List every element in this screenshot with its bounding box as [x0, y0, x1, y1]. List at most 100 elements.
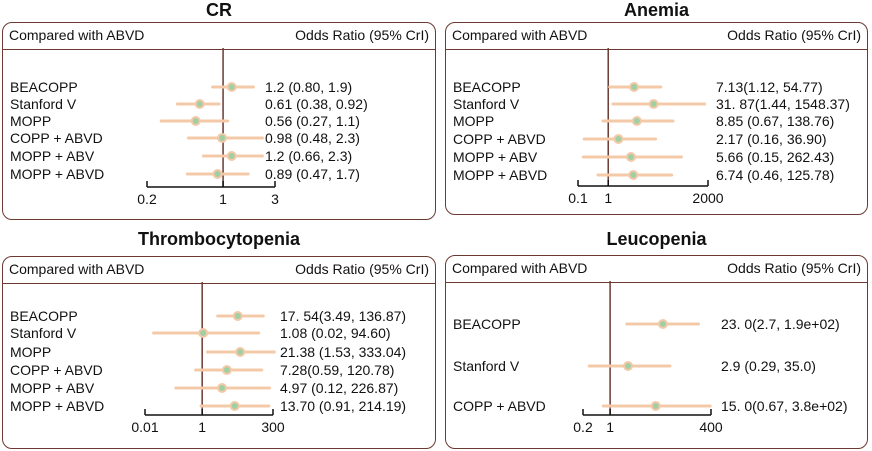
row-estimate-mopp-abvd: 0.89 (0.47, 1.7) — [265, 166, 360, 182]
row-estimate-beacopp: 7.13(1.12, 54.77) — [716, 79, 823, 95]
point-estimate-stanford-v — [650, 101, 657, 107]
row-estimate-mopp-abvd: 6.74 (0.46, 125.78) — [716, 167, 835, 183]
point-estimate-copp-abvd — [219, 135, 226, 141]
x-tick-label: 1 — [606, 419, 614, 435]
x-tick-label: 1 — [198, 419, 207, 435]
plot-area — [582, 281, 712, 416]
row-estimate-mopp-abv: 5.66 (0.15, 262.43) — [716, 149, 835, 165]
table-header: Compared with ABVD Odds Ratio (95% CrI) — [446, 23, 867, 50]
panel-cr: CR Compared with ABVD Odds Ratio (95% CrI)… — [2, 0, 436, 220]
chart-title: Anemia — [623, 0, 690, 20]
row-label-beacopp: BEACOPP — [10, 308, 78, 324]
row-label-copp-abvd: COPP + ABVD — [453, 398, 546, 414]
table-header: Compared with ABVD Odds Ratio (95% CrI) — [3, 23, 435, 50]
header-odds-ratio: Odds Ratio (95% CrI) — [295, 261, 429, 277]
row-label-copp-abvd: COPP + ABVD — [10, 362, 103, 378]
row-estimate-beacopp: 17. 54(3.49, 136.87) — [280, 308, 407, 324]
header-odds-ratio: Odds Ratio (95% CrI) — [727, 27, 861, 43]
point-estimate-beacopp — [631, 84, 638, 90]
row-estimate-mopp: 0.56 (0.27, 1.1) — [265, 113, 360, 129]
row-label-mopp: MOPP — [453, 113, 495, 129]
row-label-stanford-v: Stanford V — [10, 325, 77, 341]
point-estimate-mopp-abv — [228, 153, 235, 159]
point-estimate-mopp-abvd — [214, 171, 221, 177]
row-estimate-mopp-abvd: 13.70 (0.91, 214.19) — [280, 398, 407, 414]
row-label-copp-abvd: COPP + ABVD — [10, 130, 103, 146]
point-estimate-stanford-v — [625, 363, 632, 369]
row-estimate-copp-abvd: 2.17 (0.16, 36.90) — [716, 131, 827, 147]
row-label-beacopp: BEACOPP — [10, 79, 78, 95]
row-estimate-mopp-abv: 1.2 (0.66, 2.3) — [265, 148, 353, 164]
x-tick-label: 400 — [699, 419, 723, 435]
chart-title: Leucopenia — [606, 229, 707, 249]
row-estimate-copp-abvd: 0.98 (0.48, 2.3) — [265, 130, 360, 146]
header-odds-ratio: Odds Ratio (95% CrI) — [727, 260, 861, 276]
point-estimate-mopp — [237, 349, 244, 355]
x-tick-label: 2000 — [692, 190, 724, 206]
x-tick-label: 1 — [604, 190, 613, 206]
row-estimate-mopp: 8.85 (0.67, 138.76) — [716, 113, 835, 129]
x-tick-label: 3 — [271, 191, 279, 207]
row-label-mopp-abv: MOPP + ABV — [10, 148, 95, 164]
x-tick-label: 1 — [219, 191, 227, 207]
row-label-beacopp: BEACOPP — [453, 316, 521, 332]
plot-area — [144, 282, 276, 416]
x-tick-label: 0.01 — [131, 419, 159, 435]
point-estimate-stanford-v — [200, 330, 207, 336]
row-label-stanford-v: Stanford V — [453, 96, 520, 112]
row-estimate-stanford-v: 2.9 (0.29, 35.0) — [721, 358, 816, 374]
point-estimate-copp-abvd — [615, 136, 622, 142]
row-estimate-mopp-abv: 4.97 (0.12, 226.87) — [280, 380, 399, 396]
row-label-stanford-v: Stanford V — [10, 96, 77, 112]
row-label-mopp-abv: MOPP + ABV — [10, 380, 95, 396]
point-estimate-beacopp — [228, 84, 235, 90]
row-label-mopp-abvd: MOPP + ABVD — [10, 166, 105, 182]
table-header: Compared with ABVD Odds Ratio (95% CrI) — [3, 257, 435, 284]
row-estimate-beacopp: 1.2 (0.80, 1.9) — [265, 79, 353, 95]
header-comparator: Compared with ABVD — [9, 261, 145, 277]
header-comparator: Compared with ABVD — [9, 27, 145, 43]
row-label-copp-abvd: COPP + ABVD — [453, 131, 546, 147]
point-estimate-mopp — [633, 118, 640, 124]
row-estimate-stanford-v: 1.08 (0.02, 94.60) — [280, 325, 391, 341]
row-label-mopp-abvd: MOPP + ABVD — [10, 398, 105, 414]
point-estimate-stanford-v — [196, 101, 203, 107]
panel-anemia: Anemia Compared with ABVD Odds Ratio (95% … — [445, 0, 868, 215]
point-estimate-mopp-abvd — [231, 403, 238, 409]
header-comparator: Compared with ABVD — [452, 27, 588, 43]
row-label-mopp: MOPP — [10, 113, 52, 129]
point-estimate-mopp — [192, 118, 199, 124]
row-estimate-copp-abvd: 15. 0(0.67, 3.8e+02) — [721, 398, 848, 414]
plot-area — [146, 48, 276, 188]
row-label-beacopp: BEACOPP — [453, 79, 521, 95]
point-estimate-copp-abvd — [223, 367, 230, 373]
row-label-mopp-abvd: MOPP + ABVD — [453, 167, 548, 183]
row-estimate-mopp: 21.38 (1.53, 333.04) — [280, 344, 407, 360]
table-header: Compared with ABVD Odds Ratio (95% CrI) — [446, 256, 867, 283]
header-odds-ratio: Odds Ratio (95% CrI) — [295, 27, 429, 43]
x-tick-label: 0.2 — [573, 419, 593, 435]
point-estimate-beacopp — [659, 321, 666, 327]
point-estimate-mopp-abv — [627, 154, 634, 160]
row-estimate-stanford-v: 0.61 (0.38, 0.92) — [265, 96, 368, 112]
panel-leucopenia: Leucopenia Compared with ABVD Odds Ratio (… — [445, 226, 868, 449]
chart-frame: Compared with ABVD Odds Ratio (95% CrI) — [445, 22, 868, 215]
row-label-stanford-v: Stanford V — [453, 358, 520, 374]
plot-area — [577, 48, 709, 187]
chart-title: Thrombocytopenia — [137, 229, 300, 249]
x-tick-label: 0.1 — [568, 190, 588, 206]
point-estimate-mopp-abvd — [630, 172, 637, 178]
point-estimate-mopp-abv — [219, 385, 226, 391]
point-estimate-beacopp — [234, 313, 241, 319]
x-tick-label: 300 — [261, 419, 285, 435]
chart-frame: Compared with ABVD Odds Ratio (95% CrI) — [445, 255, 868, 449]
panel-thrombocytopenia: Thrombocytopenia Compared with ABVD Odds R… — [2, 226, 436, 449]
header-comparator: Compared with ABVD — [452, 260, 588, 276]
x-tick-label: 0.2 — [137, 191, 157, 207]
row-estimate-copp-abvd: 7.28(0.59, 120.78) — [280, 362, 395, 378]
row-label-mopp-abv: MOPP + ABV — [453, 149, 538, 165]
chart-title: CR — [206, 0, 232, 20]
row-estimate-stanford-v: 31. 87(1.44, 1548.37) — [716, 96, 850, 112]
point-estimate-copp-abvd — [652, 403, 659, 409]
row-estimate-beacopp: 23. 0(2.7, 1.9e+02) — [721, 316, 840, 332]
